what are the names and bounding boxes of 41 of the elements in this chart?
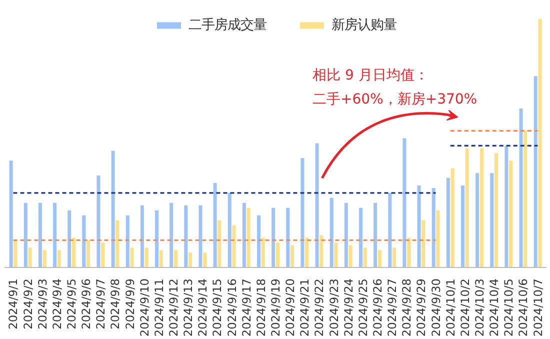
x-tick-label: 2024/9/11	[152, 278, 166, 337]
x-tick-label: 2024/9/5	[64, 278, 79, 330]
x-tick-label: 2024/9/6	[79, 278, 94, 330]
x-tick-label: 2024/9/25	[356, 278, 370, 337]
x-tick-label: 2024/10/7	[530, 278, 545, 337]
x-tick-label: 2024/9/12	[166, 278, 181, 337]
x-tick-label: 2024/9/9	[122, 278, 137, 330]
x-tick-label: 2024/9/29	[414, 278, 428, 337]
x-tick-label: 2024/9/30	[428, 278, 443, 337]
x-tick-label: 2024/10/6	[516, 278, 530, 337]
x-tick-label: 2024/9/19	[268, 278, 282, 337]
x-tick-label: 2024/9/7	[94, 278, 108, 330]
x-tick-label: 2024/9/20	[283, 278, 298, 337]
x-tick-label: 2024/9/24	[341, 278, 356, 337]
x-tick-label: 2024/9/14	[196, 278, 210, 337]
x-tick-label: 2024/10/1	[443, 278, 458, 337]
x-tick-label: 2024/9/15	[210, 278, 224, 337]
x-tick-label: 2024/9/3	[35, 278, 50, 330]
x-tick-label: 2024/9/10	[137, 278, 152, 337]
legend-label: 新房认购量	[332, 16, 396, 34]
x-tick-label: 2024/9/1	[6, 278, 20, 330]
x-tick-label: 2024/9/22	[312, 278, 326, 337]
x-tick-label: 2024/9/16	[224, 278, 239, 337]
annotation: 二手+60%，新房+370%	[312, 92, 478, 108]
legend-label: 二手房成交量	[188, 16, 266, 34]
x-tick-label: 2024/9/18	[254, 278, 268, 337]
x-tick-label: 2024/9/28	[400, 278, 414, 337]
x-tick-label: 2024/9/4	[50, 278, 64, 330]
x-tick-label: 2024/10/5	[502, 278, 516, 337]
x-tick-label: 2024/10/3	[472, 278, 486, 337]
x-tick-label: 2024/9/2	[20, 278, 35, 330]
x-tick-label: 2024/9/8	[108, 278, 122, 330]
x-tick-label: 2024/9/17	[239, 278, 254, 337]
x-tick-label: 2024/9/21	[298, 278, 312, 337]
annotation: 相比 9 月日均值：	[312, 68, 428, 84]
x-tick-label: 2024/9/26	[370, 278, 384, 337]
x-tick-label: 2024/9/27	[385, 278, 400, 337]
x-tick-label: 2024/10/2	[458, 278, 472, 337]
x-tick-label: 2024/9/23	[326, 278, 341, 337]
x-tick-label: 2024/10/4	[487, 278, 502, 337]
x-tick-label: 2024/9/13	[181, 278, 196, 337]
